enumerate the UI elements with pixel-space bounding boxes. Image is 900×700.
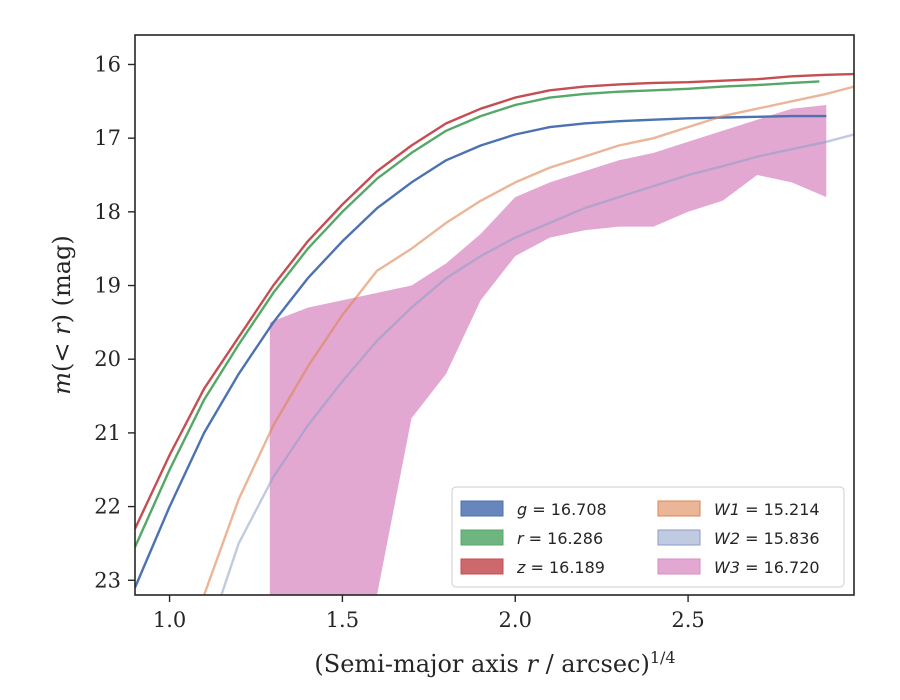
legend: g = 16.708 r = 16.286 z = 16.189 W1 = 15.21… — [451, 486, 845, 588]
y-tick-label: 20 — [94, 347, 121, 371]
legend-swatch-g — [460, 500, 504, 517]
legend-label-w3: W3 = 16.720 — [714, 558, 820, 577]
series-line-w2 — [220, 133, 854, 595]
series-line-r — [135, 80, 820, 548]
y-tick-label: 21 — [94, 421, 121, 445]
y-tick-label: 16 — [94, 52, 121, 76]
legend-label-z: z = 16.189 — [516, 558, 605, 577]
x-tick-label: 2.5 — [671, 608, 704, 632]
y-axis-label: m(< r) (mag) — [48, 235, 76, 395]
x-tick-label: 2.0 — [499, 608, 532, 632]
legend-swatch-w2 — [657, 529, 701, 546]
legend-label-w2: W2 = 15.836 — [714, 529, 820, 548]
series-line-z — [135, 72, 854, 530]
legend-swatch-w3 — [657, 558, 701, 575]
axis-ticks: 1.0 1.5 2.0 2.5 16 17 18 19 20 21 22 23 — [94, 52, 705, 632]
legend-box — [451, 486, 845, 588]
x-axis-label: (Semi-major axis r / arcsec)1/4 — [314, 648, 675, 678]
legend-swatch-w1 — [657, 500, 701, 517]
x-tick-label: 1.5 — [326, 608, 359, 632]
y-tick-label: 19 — [94, 274, 121, 298]
plot-marks — [135, 72, 854, 595]
y-tick-label: 17 — [94, 126, 121, 150]
legend-swatch-r — [460, 529, 504, 546]
x-tick-label: 1.0 — [153, 608, 186, 632]
y-tick-label: 18 — [94, 200, 121, 224]
legend-swatch-z — [460, 558, 504, 575]
series-line-g — [135, 114, 827, 589]
legend-label-r: r = 16.286 — [517, 529, 603, 548]
series-line-w1 — [202, 85, 854, 595]
legend-label-w1: W1 = 15.214 — [714, 500, 820, 519]
legend-label-g: g = 16.708 — [517, 500, 607, 519]
y-tick-label: 22 — [94, 495, 121, 519]
plot-frame — [134, 34, 855, 596]
y-tick-label: 23 — [94, 568, 121, 592]
